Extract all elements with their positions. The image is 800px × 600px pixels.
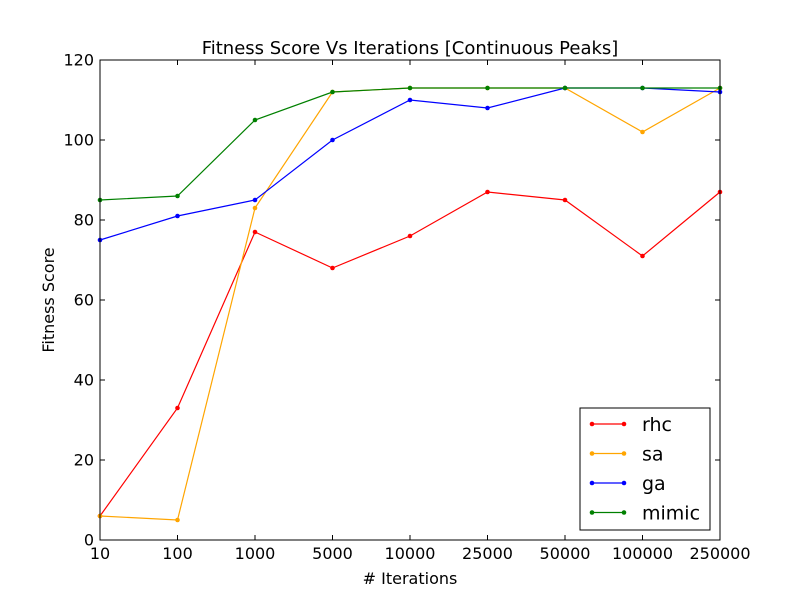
data-point-ga (252, 197, 258, 203)
legend-marker (589, 480, 595, 486)
legend-entry-sa: sa (589, 444, 664, 466)
legend-label: mimic (642, 503, 700, 525)
x-tick-labels: 10 100 1000 5000 10000 25000 50000 100000 250000 (90, 544, 751, 563)
legend-marker (589, 451, 595, 456)
data-point-rhc (175, 405, 180, 411)
data-point-sa (640, 129, 645, 135)
data-point-rhc (407, 233, 413, 239)
chart-title: Fitness Score Vs Iterations [Continuous … (202, 38, 619, 59)
data-point-ga (330, 137, 335, 143)
series-layer (97, 85, 723, 523)
series-rhc (97, 189, 723, 519)
legend-marker (621, 510, 627, 515)
y-axis-label: Fitness Score (39, 247, 58, 352)
data-point-rhc (485, 189, 490, 195)
data-point-ga (407, 97, 413, 103)
series-mimic (97, 85, 723, 203)
x-axis-label: # Iterations (363, 569, 458, 588)
x-tick-label: 5000 (312, 544, 353, 563)
x-tick-label: 50000 (540, 544, 591, 563)
legend: rhc sa ga mimic (579, 407, 711, 531)
x-tick-label: 100000 (612, 544, 673, 563)
y-tick-label: 100 (63, 131, 94, 150)
legend-marker (621, 421, 627, 427)
y-tick-labels: 0 20 40 60 80 100 120 (63, 51, 94, 550)
x-tick-label: 1000 (235, 544, 276, 563)
legend-marker (621, 480, 627, 486)
legend-entry-ga: ga (589, 473, 666, 495)
y-tick-label: 20 (74, 451, 94, 470)
legend-label: sa (642, 444, 664, 466)
legend-entries: rhc sa ga mimic (589, 414, 700, 525)
data-point-rhc (640, 253, 645, 259)
legend-marker (621, 451, 627, 456)
data-point-mimic (330, 89, 335, 95)
legend-label: rhc (642, 414, 672, 436)
data-point-rhc (562, 197, 568, 203)
data-point-ga (175, 213, 180, 219)
plot-frame (99, 59, 721, 541)
legend-label: ga (642, 473, 666, 495)
data-point-mimic (640, 85, 645, 91)
data-point-mimic (485, 85, 490, 91)
y-tick-label: 80 (74, 211, 94, 230)
data-point-mimic (407, 85, 413, 91)
legend-entry-rhc: rhc (589, 414, 672, 436)
y-tick-label: 60 (74, 291, 94, 310)
y-tick-label: 40 (74, 371, 94, 390)
data-point-ga (485, 105, 490, 111)
legend-entry-mimic: mimic (589, 503, 700, 525)
data-point-rhc (330, 265, 335, 271)
y-tick-label: 0 (84, 531, 94, 550)
x-tick-label: 250000 (689, 544, 750, 563)
data-point-sa (252, 205, 258, 211)
y-tick-label: 120 (63, 51, 94, 70)
data-point-sa (175, 517, 180, 523)
x-tick-label: 10000 (385, 544, 436, 563)
data-point-mimic (175, 193, 180, 199)
x-tick-label: 100 (162, 544, 193, 563)
legend-marker (589, 421, 595, 427)
data-point-mimic (562, 85, 568, 91)
x-tick-label: 10 (90, 544, 110, 563)
legend-box (579, 407, 711, 531)
x-tick-label: 25000 (462, 544, 513, 563)
data-point-mimic (252, 117, 258, 123)
legend-marker (589, 510, 595, 515)
data-point-rhc (252, 229, 258, 235)
